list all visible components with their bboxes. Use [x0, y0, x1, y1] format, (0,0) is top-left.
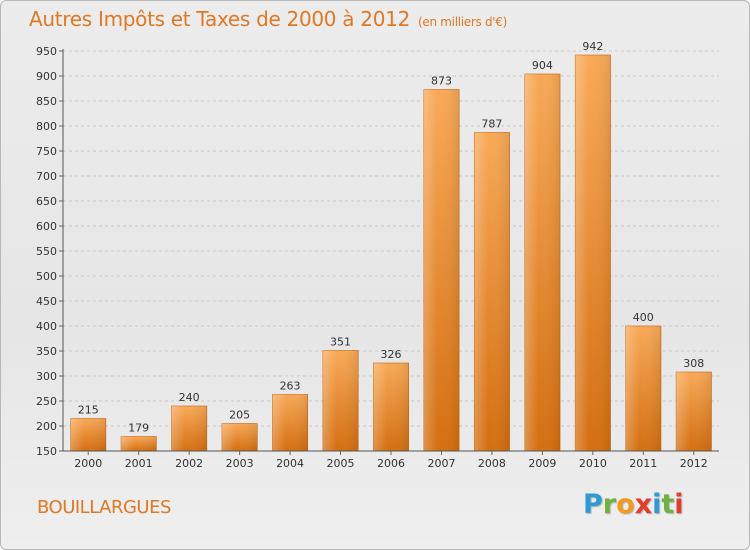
- y-tick-label: 250: [36, 395, 57, 408]
- value-label-2004: 263: [280, 380, 301, 393]
- y-tick-label: 150: [36, 445, 57, 458]
- x-tick-label-2008: 2008: [478, 457, 506, 470]
- proxiti-logo[interactable]: Proxiti: [583, 489, 684, 520]
- commune-name: BOUILLARGUES: [37, 497, 171, 518]
- value-label-2006: 326: [381, 348, 402, 361]
- y-tick-label: 450: [36, 295, 57, 308]
- value-label-2008: 787: [481, 118, 502, 131]
- x-tick-label-2002: 2002: [175, 457, 203, 470]
- value-label-2000: 215: [78, 404, 99, 417]
- y-tick-label: 600: [36, 220, 57, 233]
- x-tick-label-2007: 2007: [427, 457, 455, 470]
- x-tick-label-2000: 2000: [74, 457, 102, 470]
- bar-shine-2003: [221, 423, 258, 451]
- value-label-2003: 205: [229, 409, 250, 422]
- bar-shine-2000: [70, 418, 106, 451]
- chart-subtitle: (en milliers d'€): [418, 15, 508, 29]
- x-tick-label-2004: 2004: [276, 457, 304, 470]
- chart-title-text: Autres Impôts et Taxes de 2000 à 2012: [29, 7, 410, 31]
- x-tick-label-2011: 2011: [629, 457, 657, 470]
- y-tick-label: 750: [36, 145, 57, 158]
- y-tick-label: 900: [36, 70, 57, 83]
- bar-shine-2012: [676, 372, 712, 451]
- x-tick-label-2005: 2005: [327, 457, 355, 470]
- bar-shine-2008: [474, 132, 510, 451]
- y-tick-label: 200: [36, 420, 57, 433]
- bar-shine-2006: [373, 363, 409, 451]
- value-label-2010: 942: [582, 40, 603, 53]
- x-tick-label-2001: 2001: [125, 457, 153, 470]
- bar-shine-2007: [423, 89, 460, 451]
- x-tick-label-2003: 2003: [226, 457, 254, 470]
- bar-shine-2004: [272, 394, 308, 451]
- y-tick-label: 650: [36, 195, 57, 208]
- y-tick-label: 550: [36, 245, 57, 258]
- y-axis: 150 200 250 300 350 400 450 500 550 600 650 700 750 8…: [36, 45, 64, 458]
- y-tick-label: 400: [36, 320, 57, 333]
- y-tick-label: 850: [36, 95, 57, 108]
- y-tick-label: 700: [36, 170, 57, 183]
- y-tick-label: 500: [36, 270, 57, 283]
- value-label-2007: 873: [431, 75, 452, 88]
- chart-title: Autres Impôts et Taxes de 2000 à 2012 (en…: [29, 7, 507, 31]
- value-label-2002: 240: [179, 391, 200, 404]
- bar-shine-2001: [121, 436, 157, 451]
- value-label-2001: 179: [128, 422, 149, 435]
- bar-shine-2009: [524, 74, 561, 451]
- x-tick-label-2010: 2010: [579, 457, 607, 470]
- value-label-2011: 400: [633, 311, 654, 324]
- y-tick-label: 350: [36, 345, 57, 358]
- bars: 215 179 240 205 263 351 326 873 787 904 942 400 308: [70, 40, 712, 452]
- bar-shine-2005: [322, 350, 359, 451]
- x-tick-label-2006: 2006: [377, 457, 405, 470]
- bar-shine-2010: [575, 55, 611, 451]
- value-label-2012: 308: [683, 357, 704, 370]
- y-tick-label: 950: [36, 45, 57, 58]
- value-label-2005: 351: [330, 336, 351, 349]
- bar-shine-2002: [171, 406, 207, 451]
- y-tick-label: 800: [36, 120, 57, 133]
- value-label-2009: 904: [532, 59, 553, 72]
- x-tick-label-2012: 2012: [680, 457, 708, 470]
- y-tick-label: 300: [36, 370, 57, 383]
- x-axis: 2000 2001 2002 2003 2004 2005 2006 2007 2008 2009…: [63, 450, 719, 470]
- bar-shine-2011: [625, 326, 661, 451]
- x-tick-label-2009: 2009: [528, 457, 556, 470]
